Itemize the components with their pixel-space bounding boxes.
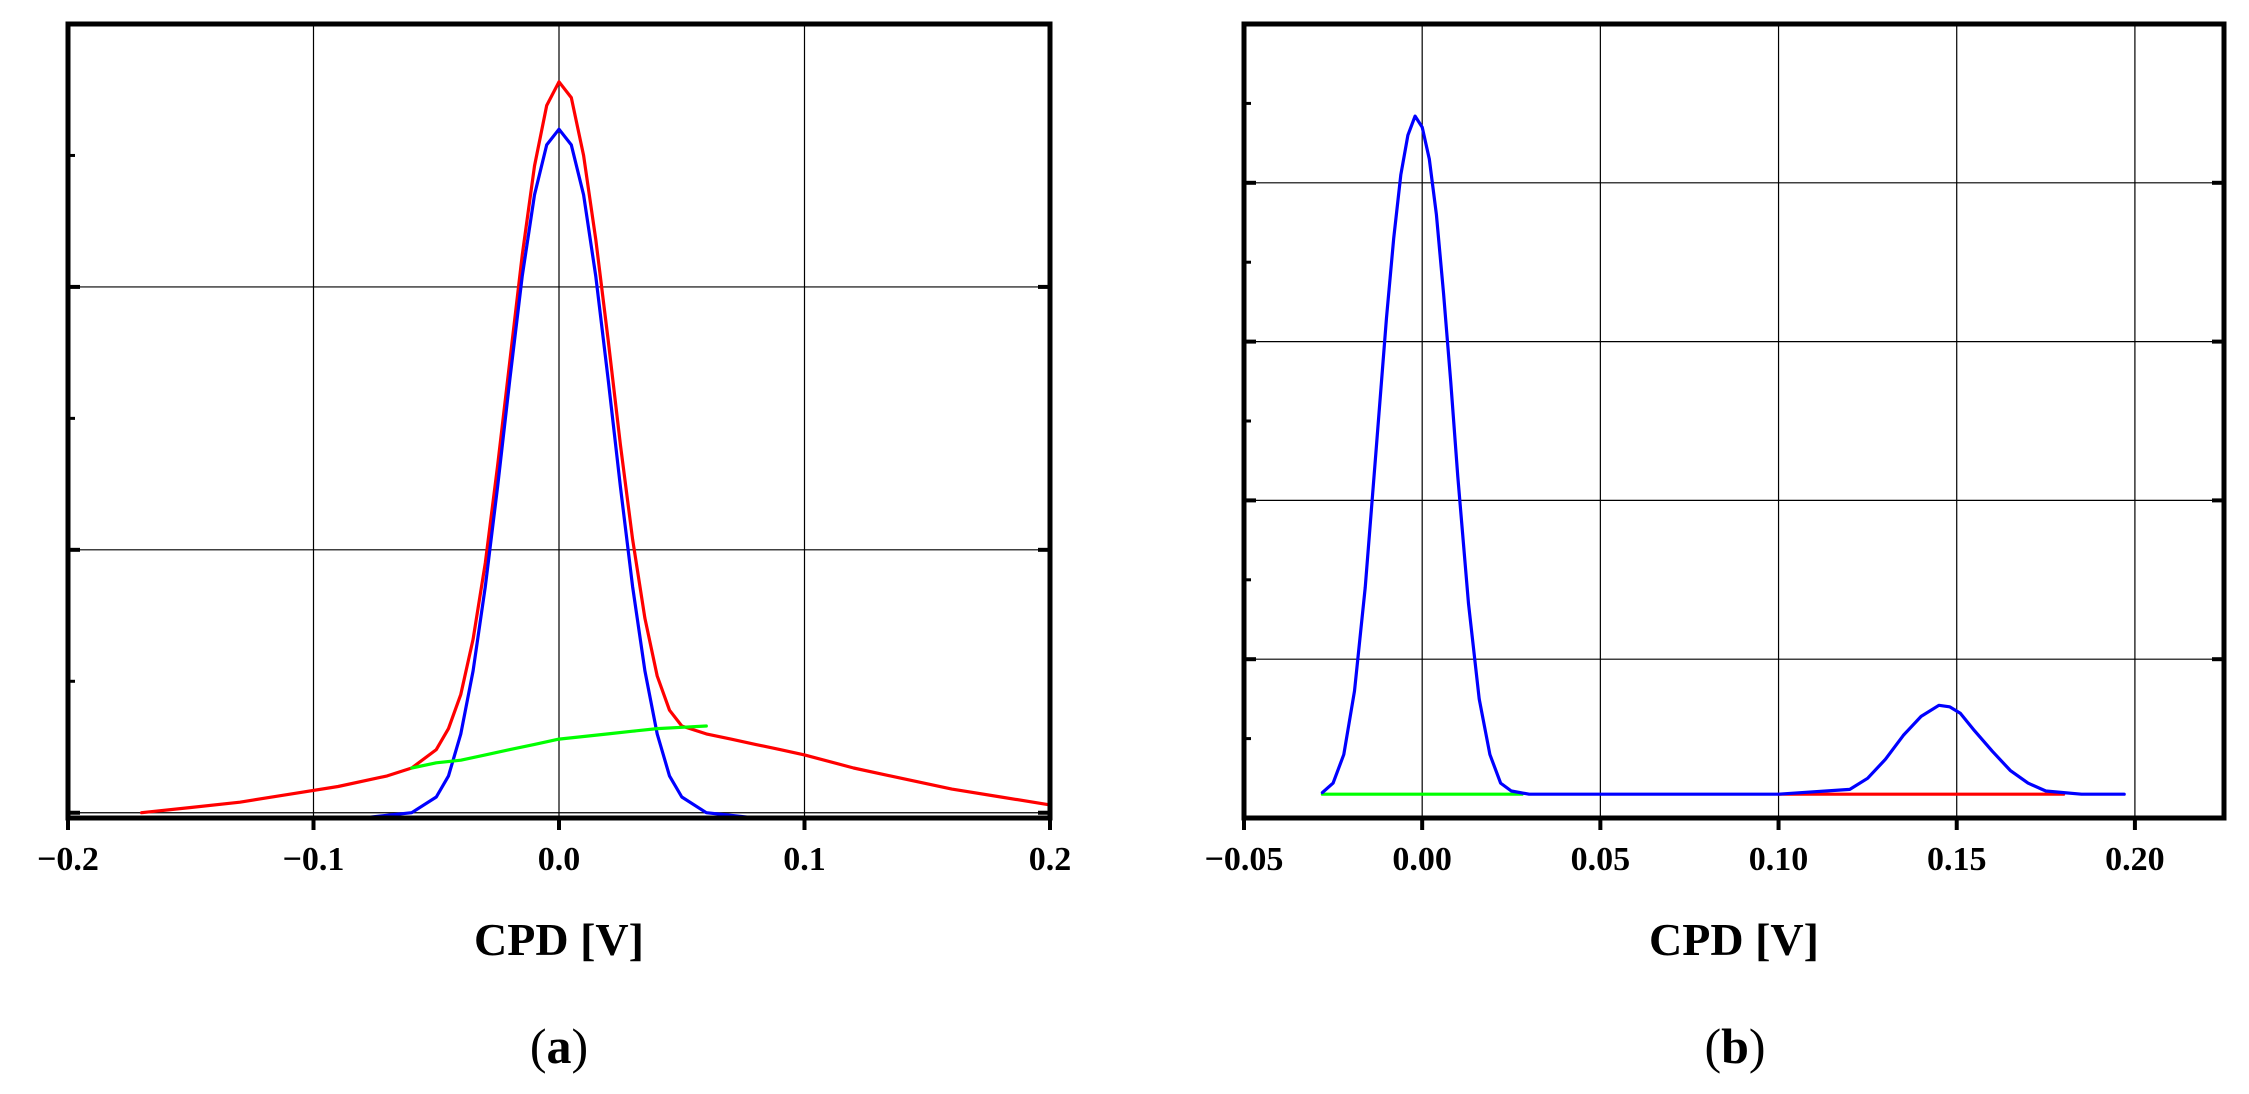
chart-a-series-line-0 [140, 80, 1052, 815]
chart-a-x-tick-label: 0.2 [1029, 841, 1072, 878]
chart-b-x-tick-label: 0.15 [1927, 841, 1987, 878]
chart-a-x-tick-label: −0.1 [283, 841, 345, 878]
chart-a-series-group [140, 80, 1052, 820]
chart-b-panel-label-open: ( [1704, 1018, 1721, 1074]
chart-a-x-axis-title: CPD [V] [474, 914, 644, 965]
chart-b-panel-label-close: ) [1749, 1018, 1766, 1074]
chart-b-plot-frame [1241, 21, 2227, 821]
chart-b-x-tick-label: −0.05 [1205, 841, 1284, 878]
chart-a-ticks: −0.2 −0.1 0.0 0.1 0.2 [37, 22, 1072, 878]
chart-a-grid [68, 24, 1050, 818]
chart-a-x-tick-label: 0.1 [783, 841, 826, 878]
chart-a-series-line-2 [410, 724, 708, 770]
chart-a-x-tick-label: 0.0 [538, 841, 581, 878]
chart-b-x-tick-label: 0.05 [1571, 841, 1631, 878]
chart-b-panel-label: (b) [1704, 1018, 1765, 1074]
chart-a-panel-label: (a) [530, 1018, 588, 1074]
chart-b-series-line-2 [1320, 114, 2126, 796]
chart-b-x-tick-label: 0.20 [2105, 841, 2165, 878]
chart-a-panel-label-letter: a [547, 1018, 572, 1074]
chart-panel-b: −0.05 0.00 0.05 0.10 0.15 0.20 CPD [V] (b) [1150, 0, 2249, 1094]
chart-a-panel-label-open: ( [530, 1018, 547, 1074]
chart-b-x-axis-title: CPD [V] [1649, 914, 1819, 965]
chart-a-panel-label-close: ) [572, 1018, 589, 1074]
chart-b-x-tick-label: 0.10 [1749, 841, 1809, 878]
chart-b-panel-label-letter: b [1721, 1018, 1749, 1074]
chart-a-x-tick-label: −0.2 [37, 841, 99, 878]
chart-b-series-group [1320, 114, 2126, 796]
chart-b-svg: −0.05 0.00 0.05 0.10 0.15 0.20 CPD [V] (b) [1205, 21, 2227, 1074]
chart-b-grid [1244, 24, 2224, 818]
chart-b-ticks: −0.05 0.00 0.05 0.10 0.15 0.20 [1205, 101, 2224, 878]
chart-panel-a: −0.2 −0.1 0.0 0.1 0.2 CPD [V] (a) [0, 0, 1100, 1094]
chart-a-svg: −0.2 −0.1 0.0 0.1 0.2 CPD [V] (a) [37, 21, 1072, 1074]
chart-b-x-tick-label: 0.00 [1392, 841, 1452, 878]
